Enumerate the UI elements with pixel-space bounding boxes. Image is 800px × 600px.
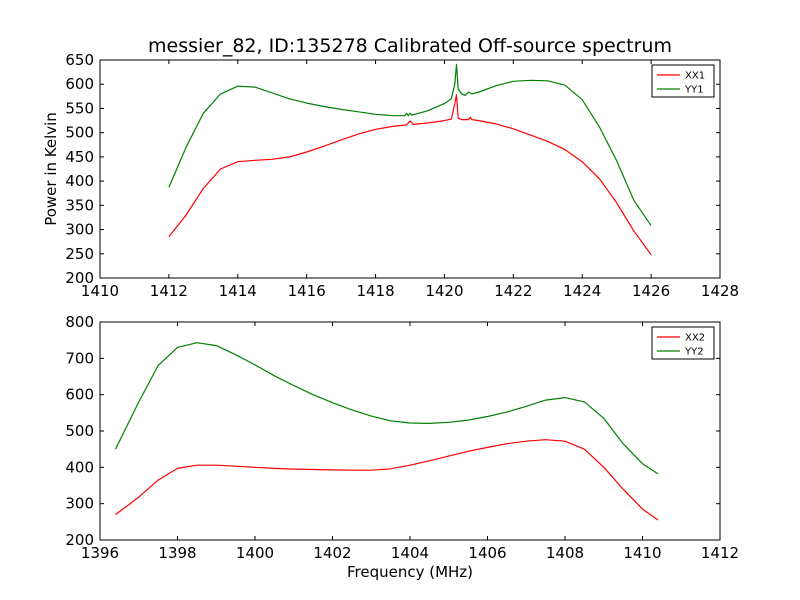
x-axis-label: Frequency (MHz) xyxy=(347,563,473,581)
x-tick-label: 1402 xyxy=(313,544,351,562)
y-tick-label: 200 xyxy=(65,269,94,287)
legend-label-xx1: XX1 xyxy=(685,71,705,82)
series-line-yy2 xyxy=(114,342,659,475)
x-tick-label: 1426 xyxy=(632,282,670,300)
x-tick-label: 1412 xyxy=(701,544,739,562)
y-tick-label: 500 xyxy=(65,124,94,142)
y-tick-label: 600 xyxy=(65,386,94,404)
y-tick-label: 650 xyxy=(65,51,94,69)
x-tick-label: 1420 xyxy=(425,282,463,300)
series-line-xx1 xyxy=(168,94,652,256)
legend-box xyxy=(651,64,715,98)
chart-bottom-panel: 1396 1398 1400 1402 1404 1406 1408 1410 1412 200 3… xyxy=(65,313,739,581)
x-tick-label: 1398 xyxy=(158,544,196,562)
plot-area-frame xyxy=(99,59,721,279)
legend-label-yy2: YY2 xyxy=(684,347,704,358)
y-tick-label: 700 xyxy=(65,349,94,367)
y-tick-label: 200 xyxy=(65,531,94,549)
y-tick-label: 350 xyxy=(65,196,94,214)
y-axis-label: Power in Kelvin xyxy=(42,112,60,226)
legend-label-xx2: XX2 xyxy=(685,333,705,344)
y-tick-label: 800 xyxy=(65,313,94,331)
y-tick-label: 300 xyxy=(65,495,94,513)
series-line-xx2 xyxy=(115,439,659,521)
x-tick-label: 1408 xyxy=(546,544,584,562)
x-tick-label: 1410 xyxy=(623,544,661,562)
x-tick-label: 1416 xyxy=(288,282,326,300)
x-tick-label: 1418 xyxy=(356,282,394,300)
y-tick-label: 550 xyxy=(65,99,94,117)
x-tick-label: 1400 xyxy=(236,544,274,562)
y-tick-label: 400 xyxy=(65,172,94,190)
x-tick-label: 1428 xyxy=(701,282,739,300)
chart-top-panel: 1410 1412 1414 1416 1418 1420 1422 1424 1426 1428… xyxy=(42,35,739,300)
y-tick-label: 400 xyxy=(65,458,94,476)
x-tick-label: 1410 xyxy=(81,282,119,300)
x-tick-label: 1404 xyxy=(391,544,429,562)
y-tick-label: 250 xyxy=(65,245,94,263)
chart-title: messier_82, ID:135278 Calibrated Off-sou… xyxy=(148,35,672,57)
y-tick-label: 300 xyxy=(65,221,94,239)
x-tick-label: 1396 xyxy=(81,544,119,562)
x-tick-label: 1412 xyxy=(150,282,188,300)
y-tick-label: 450 xyxy=(65,148,94,166)
y-tick-label: 500 xyxy=(65,422,94,440)
legend-label-yy1: YY1 xyxy=(684,85,704,96)
series-line-yy1 xyxy=(168,63,652,227)
x-tick-label: 1414 xyxy=(219,282,257,300)
legend-box xyxy=(651,326,715,360)
x-tick-label: 1422 xyxy=(494,282,532,300)
x-tick-label: 1424 xyxy=(563,282,601,300)
x-tick-label: 1406 xyxy=(468,544,506,562)
y-tick-label: 600 xyxy=(65,75,94,93)
